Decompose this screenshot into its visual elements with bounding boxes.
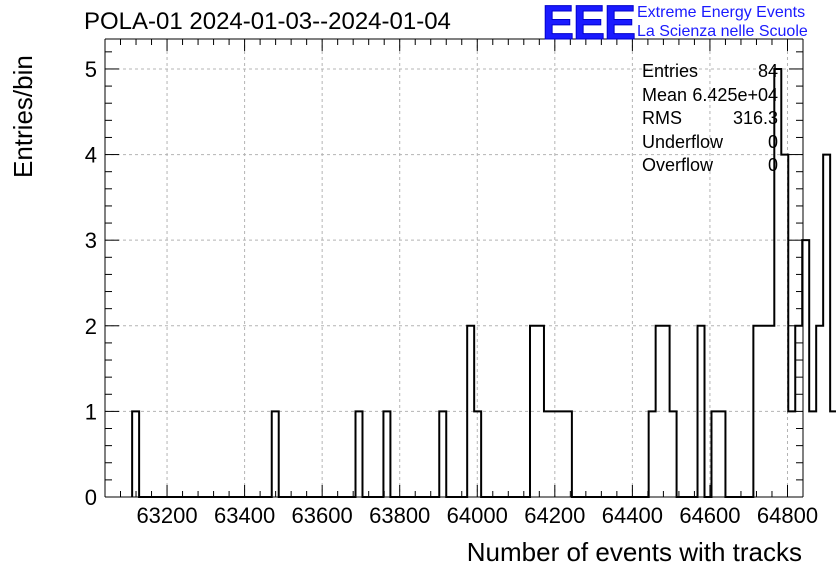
grid-lines — [105, 39, 803, 497]
stats-key: Mean — [642, 84, 688, 105]
stats-row-rms: RMS 316.3 — [642, 107, 778, 131]
axes — [104, 38, 804, 498]
x-axis-label: Number of events with tracks — [466, 537, 802, 567]
stats-row-mean: Mean 6.425e+04 — [642, 84, 778, 108]
y-tick-label: 0 — [85, 485, 97, 510]
stats-value: 0 — [767, 155, 778, 175]
y-tick-label: 5 — [85, 57, 97, 82]
stats-row-entries: Entries 84 — [642, 60, 778, 84]
logo-line-1: Extreme Energy Events — [637, 4, 806, 21]
eee-logo: EEE — [541, 0, 636, 50]
y-tick-label: 2 — [85, 314, 97, 339]
stats-key: Entries — [642, 61, 699, 81]
x-tick-label: 64200 — [524, 503, 585, 528]
x-tick-label: 63600 — [292, 503, 353, 528]
stats-value: 316.3 — [732, 108, 778, 128]
stats-box: Entries 84 Mean 6.425e+04 RMS 316.3 Unde… — [642, 60, 778, 178]
x-tick-label: 64400 — [602, 503, 663, 528]
stats-key: RMS — [642, 108, 682, 128]
logo-caption: Extreme Energy Events La Scienza nelle S… — [637, 3, 808, 41]
x-tick-label: 64600 — [679, 503, 740, 528]
y-tick-label: 3 — [85, 228, 97, 253]
chart-title: POLA-01 2024-01-03--2024-01-04 — [84, 8, 451, 35]
x-tick-label: 64000 — [447, 503, 508, 528]
y-tick-label: 1 — [85, 399, 97, 424]
x-tick-label: 63200 — [136, 503, 197, 528]
stats-row-overflow: Overflow 0 — [642, 154, 778, 178]
x-tick-label: 63400 — [214, 503, 275, 528]
stats-value: 6.425e+04 — [692, 84, 778, 105]
logo-line-2: La Scienza nelle Scuole — [637, 23, 808, 40]
x-tick-label: 63800 — [369, 503, 430, 528]
stats-key: Underflow — [642, 131, 724, 152]
stats-value: 0 — [767, 131, 778, 152]
y-tick-label: 4 — [85, 143, 97, 168]
x-tick-label: 64800 — [757, 503, 818, 528]
stats-key: Overflow — [642, 155, 714, 175]
y-axis-label: Entries/bin — [8, 55, 38, 178]
stats-value: 84 — [757, 61, 778, 81]
stats-row-underflow: Underflow 0 — [642, 131, 778, 155]
tick-marks — [104, 39, 804, 498]
tick-labels: 63200 63400 63600 63800 64000 64200 64400 64600… — [85, 57, 818, 528]
